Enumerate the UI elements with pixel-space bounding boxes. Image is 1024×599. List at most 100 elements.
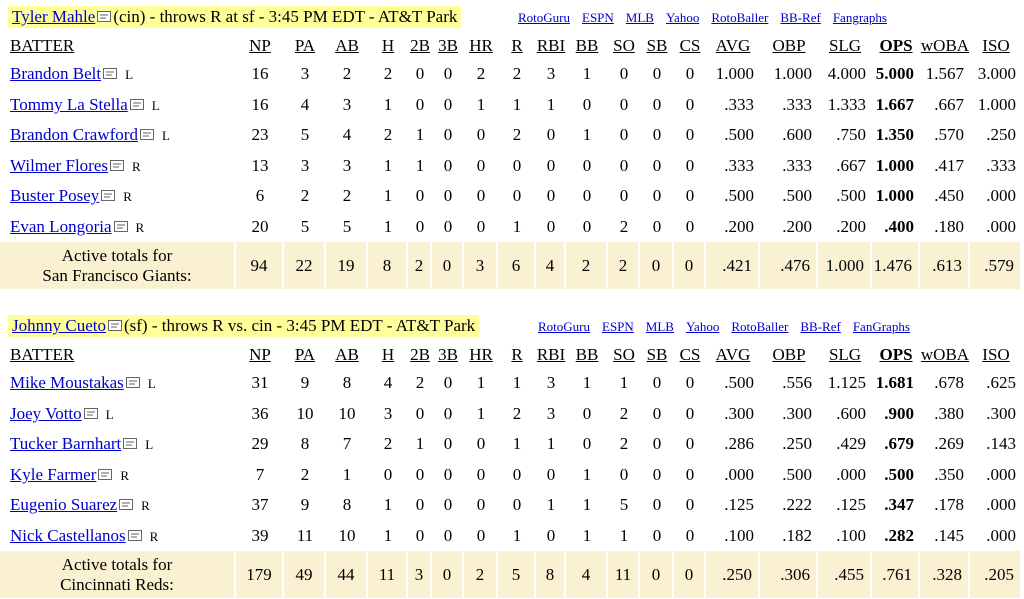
col-header-np[interactable]: NP xyxy=(249,344,271,364)
col-header-ops[interactable]: OPS xyxy=(879,35,913,55)
stat-sb: 0 xyxy=(652,495,662,515)
col-header-2b[interactable]: 2B xyxy=(410,35,430,55)
col-header-h[interactable]: H xyxy=(381,344,395,364)
link-rotoguru[interactable]: RotoGuru xyxy=(518,10,570,25)
batter-name-link[interactable]: Brandon Crawford xyxy=(10,125,138,145)
stat-3b: 0 xyxy=(443,373,453,393)
col-header-slg[interactable]: SLG xyxy=(828,344,862,364)
col-header-sb[interactable]: SB xyxy=(646,344,668,364)
col-header-woba[interactable]: wOBA xyxy=(920,35,970,55)
col-header-h[interactable]: H xyxy=(381,35,395,55)
col-header-rbi[interactable]: RBI xyxy=(536,344,566,364)
batter-name-link[interactable]: Buster Posey xyxy=(10,186,100,206)
notes-icon[interactable] xyxy=(119,499,134,511)
col-header-bb[interactable]: BB xyxy=(575,35,599,55)
batter-name-link[interactable]: Tucker Barnhart xyxy=(10,434,122,454)
notes-icon[interactable] xyxy=(110,159,124,172)
link-espn[interactable]: ESPN xyxy=(602,319,634,334)
col-header-avg[interactable]: AVG xyxy=(715,35,751,55)
col-header-ab[interactable]: AB xyxy=(335,35,359,55)
col-header-2b[interactable]: 2B xyxy=(410,344,430,364)
col-header-so[interactable]: SO xyxy=(613,35,635,55)
pitcher-name-link[interactable]: Tyler Mahle xyxy=(12,7,96,26)
stat-avg: .000 xyxy=(724,464,754,484)
batter-name-link[interactable]: Evan Longoria xyxy=(10,216,112,236)
stat-2b: 1 xyxy=(415,434,425,454)
col-header-ab[interactable]: AB xyxy=(335,344,359,364)
col-header-obp[interactable]: OBP xyxy=(772,344,806,364)
link-mlb[interactable]: MLB xyxy=(645,319,674,334)
notes-icon[interactable] xyxy=(123,438,138,450)
external-links: RotoGuru ESPN MLB Yahoo RotoBaller BB-Ref FanG… xyxy=(538,319,922,335)
col-header-r[interactable]: R xyxy=(511,344,523,364)
link-rotoballer[interactable]: RotoBaller xyxy=(731,319,789,334)
col-header-pa[interactable]: PA xyxy=(294,344,316,364)
col-header-bb[interactable]: BB xyxy=(575,344,599,364)
batter-name-link[interactable]: Kyle Farmer xyxy=(10,464,97,484)
stat-avg: .500 xyxy=(724,125,754,145)
batter-row: Kyle Farmer R 7 2 1 0 0 0 0 0 0 1 0 0 0.000.500.000.50… xyxy=(0,460,1022,491)
stat-iso: .000 xyxy=(986,186,1016,206)
link-fangraphs[interactable]: FanGraphs xyxy=(852,319,910,334)
total-sb: 0 xyxy=(640,551,674,598)
col-header-avg[interactable]: AVG xyxy=(715,344,751,364)
col-header-3b[interactable]: 3B xyxy=(438,35,458,55)
col-header-cs[interactable]: CS xyxy=(679,35,701,55)
batter-name-link[interactable]: Wilmer Flores xyxy=(10,155,108,175)
batter-name-link[interactable]: Nick Castellanos xyxy=(10,525,126,545)
col-header-so[interactable]: SO xyxy=(613,344,635,364)
col-header-batter[interactable]: BATTER xyxy=(10,344,75,364)
col-header-slg[interactable]: SLG xyxy=(828,35,862,55)
batter-name-link[interactable]: Eugenio Suarez xyxy=(10,495,118,515)
col-header-iso[interactable]: ISO xyxy=(982,344,1010,364)
stat-woba: .667 xyxy=(934,94,964,114)
link-yahoo[interactable]: Yahoo xyxy=(665,10,700,25)
col-header-3b[interactable]: 3B xyxy=(438,344,458,364)
col-header-np[interactable]: NP xyxy=(249,35,271,55)
notes-icon[interactable] xyxy=(127,529,142,542)
link-espn[interactable]: ESPN xyxy=(582,10,614,25)
link-rotoballer[interactable]: RotoBaller xyxy=(711,10,769,25)
batter-name-link[interactable]: Mike Moustakas xyxy=(10,373,124,393)
totals-label: Active totals for Cincinnati Reds: xyxy=(0,551,236,598)
col-header-woba[interactable]: wOBA xyxy=(920,344,970,364)
pitcher-name-link[interactable]: Johnny Cueto xyxy=(12,316,106,335)
link-yahoo[interactable]: Yahoo xyxy=(685,319,720,334)
notes-icon[interactable] xyxy=(103,68,118,80)
notes-icon[interactable] xyxy=(101,190,116,202)
col-header-rbi[interactable]: RBI xyxy=(536,35,566,55)
notes-icon[interactable] xyxy=(83,407,98,420)
col-header-cs[interactable]: CS xyxy=(679,344,701,364)
link-bbref[interactable]: BB-Ref xyxy=(780,10,821,25)
notes-icon[interactable] xyxy=(125,377,140,389)
col-header-iso[interactable]: ISO xyxy=(982,35,1010,55)
notes-icon[interactable] xyxy=(129,98,144,111)
batter-name-link[interactable]: Tommy La Stella xyxy=(10,94,128,114)
col-header-obp[interactable]: OBP xyxy=(772,35,806,55)
notes-icon[interactable] xyxy=(107,320,122,332)
col-header-batter[interactable]: BATTER xyxy=(10,35,75,55)
batter-row: Eugenio Suarez R 37 9 8 1 0 0 0 0 1 1 5 0 0.125.222.12… xyxy=(0,490,1022,521)
notes-icon[interactable] xyxy=(98,468,113,481)
notes-icon[interactable] xyxy=(97,11,112,23)
col-header-sb[interactable]: SB xyxy=(646,35,668,55)
notes-icon[interactable] xyxy=(139,129,154,141)
col-header-r[interactable]: R xyxy=(511,35,523,55)
col-header-pa[interactable]: PA xyxy=(294,35,316,55)
stat-ab: 2 xyxy=(342,186,352,206)
link-rotoguru[interactable]: RotoGuru xyxy=(538,319,590,334)
link-fangraphs[interactable]: Fangraphs xyxy=(832,10,887,25)
notes-icon[interactable] xyxy=(113,220,128,233)
link-bbref[interactable]: BB-Ref xyxy=(800,319,841,334)
stat-cs: 0 xyxy=(685,186,695,206)
col-header-ops[interactable]: OPS xyxy=(879,344,913,364)
stat-3b: 0 xyxy=(443,434,453,454)
link-mlb[interactable]: MLB xyxy=(625,10,654,25)
stat-hr: 0 xyxy=(476,216,486,236)
stat-h: 2 xyxy=(383,125,393,145)
col-header-hr[interactable]: HR xyxy=(469,344,493,364)
batter-cell: Wilmer Flores R xyxy=(0,151,236,182)
batter-name-link[interactable]: Brandon Belt xyxy=(10,64,102,84)
batter-name-link[interactable]: Joey Votto xyxy=(10,403,82,423)
col-header-hr[interactable]: HR xyxy=(469,35,493,55)
